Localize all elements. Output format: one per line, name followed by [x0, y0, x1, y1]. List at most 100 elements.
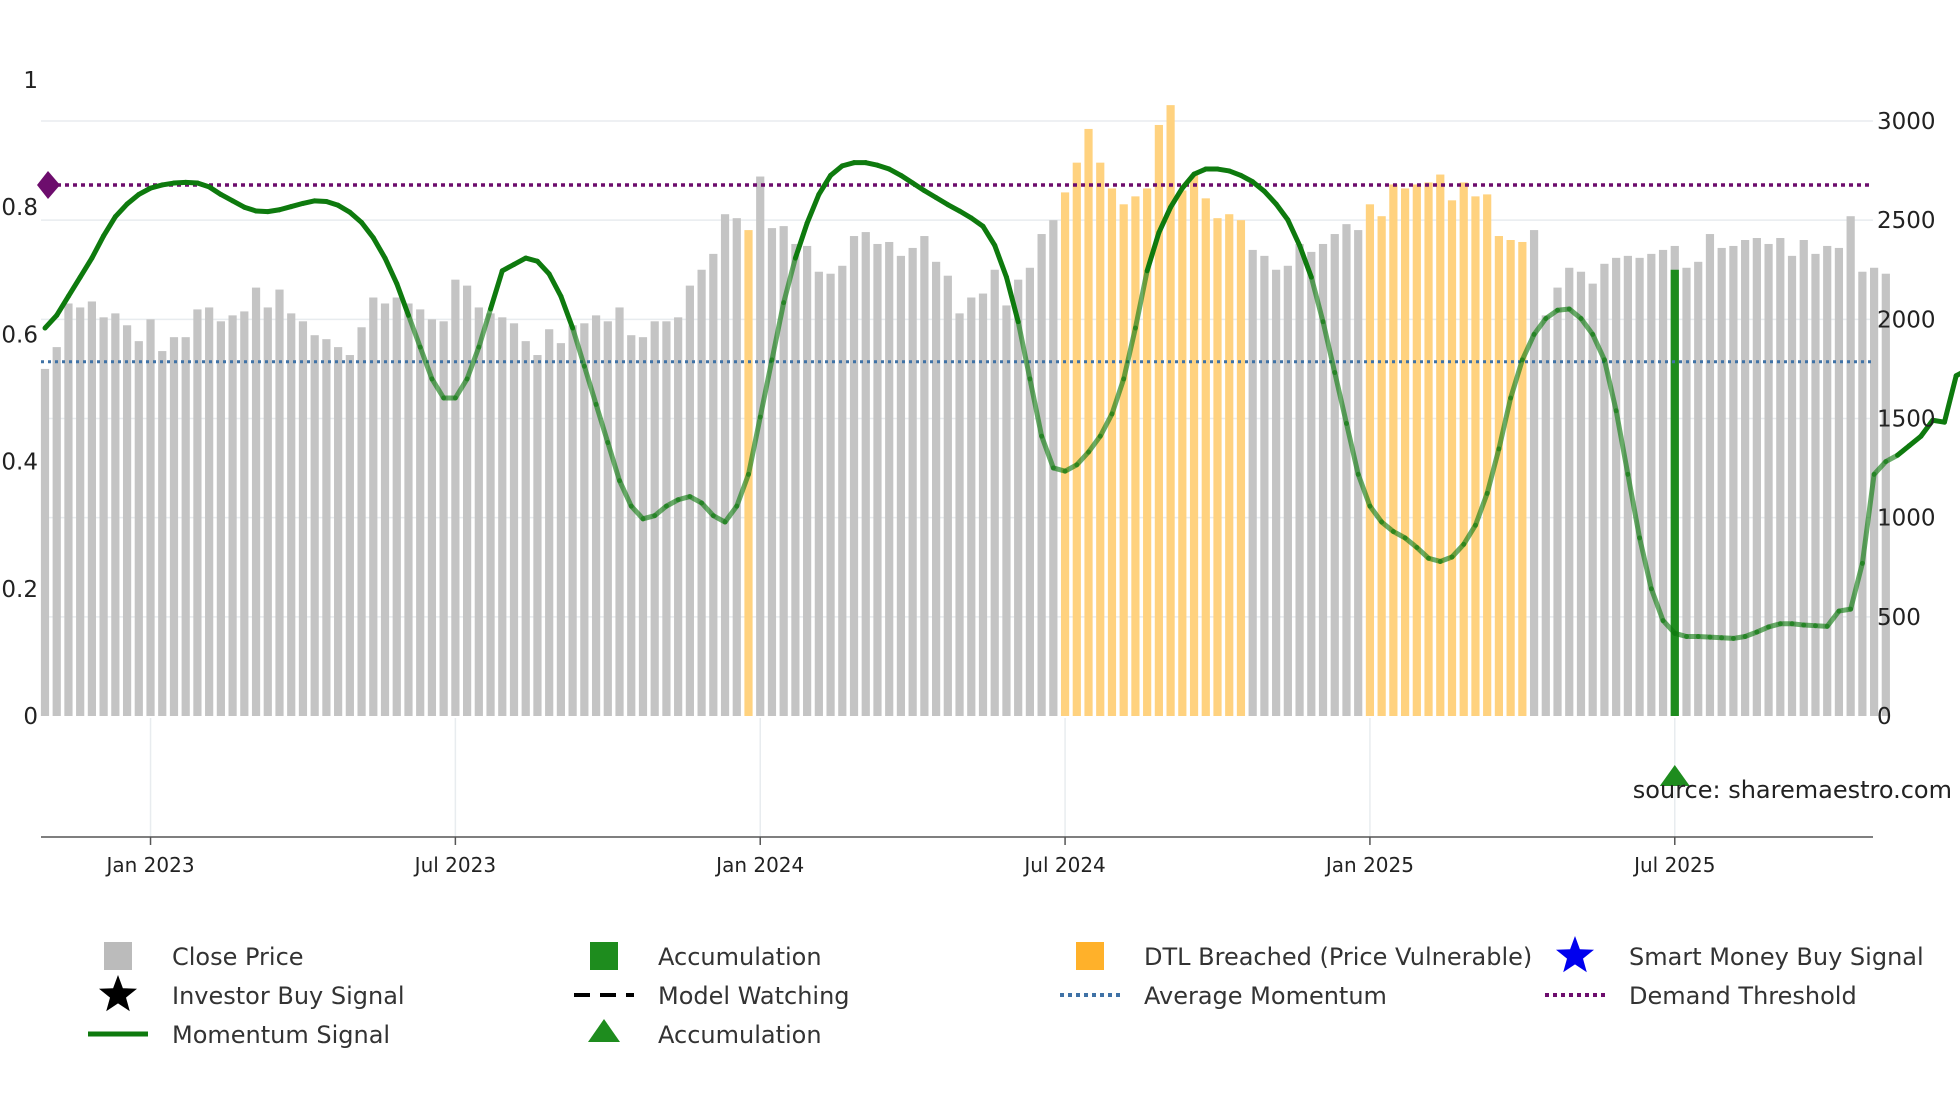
- dtl-bar: [1436, 174, 1445, 717]
- close-price-bar: [908, 247, 917, 716]
- close-price-bar: [474, 307, 483, 716]
- close-price-bar: [861, 232, 870, 717]
- close-price-bar: [486, 313, 495, 716]
- momentum-segment: [347, 209, 365, 225]
- close-price-bar: [205, 307, 214, 716]
- legend-label-close-price: Close Price: [172, 943, 304, 971]
- momentum-segment: [359, 219, 376, 241]
- momentum-segment: [1156, 204, 1174, 236]
- close-price-bar: [509, 323, 519, 716]
- momentum-segment: [42, 312, 60, 331]
- momentum-segment: [1308, 274, 1326, 325]
- legend-label-momentum-signal: Momentum Signal: [172, 1021, 390, 1049]
- x-tick-label: Jul 2025: [1632, 853, 1715, 877]
- close-price-bar: [1600, 263, 1609, 716]
- momentum-segment: [1297, 242, 1314, 280]
- momentum-segment: [1320, 319, 1338, 376]
- close-price-bar: [76, 307, 85, 716]
- close-price-bar: [896, 255, 906, 716]
- close-price-bar: [1694, 261, 1703, 716]
- legend-label-investor-buy-signal: Investor Buy Signal: [172, 982, 405, 1010]
- momentum-segment: [581, 363, 599, 407]
- momentum-segment: [65, 274, 83, 299]
- momentum-segment: [370, 235, 388, 261]
- right-tick-label: 2500: [1877, 208, 1936, 234]
- close-price-bar: [767, 228, 777, 716]
- momentum-segment: [1859, 471, 1877, 566]
- momentum-segment: [746, 414, 763, 477]
- momentum-segment: [570, 325, 587, 369]
- momentum-segment: [1578, 316, 1596, 337]
- close-price-bar: [99, 317, 108, 716]
- close-price-bar: [181, 337, 190, 716]
- close-price-bar: [52, 347, 61, 716]
- legend-label-average-momentum: Average Momentum: [1144, 982, 1387, 1010]
- momentum-segment: [1461, 522, 1478, 547]
- momentum-segment: [1895, 443, 1912, 458]
- momentum-segment: [112, 201, 130, 220]
- signal-lines: [37, 160, 1960, 641]
- momentum-segment: [1285, 217, 1303, 248]
- close-price-bar: [1834, 247, 1844, 716]
- close-price-bar: [1307, 251, 1316, 716]
- momentum-segment: [54, 293, 71, 318]
- momentum-segment: [1496, 395, 1514, 452]
- close-price-bar: [1858, 271, 1867, 716]
- legend-swatch-close-price: [104, 942, 132, 970]
- legend-swatch-accumulation: [590, 942, 618, 970]
- close-price-bar: [1014, 279, 1023, 716]
- momentum-segment: [781, 255, 798, 306]
- right-tick-label: 500: [1877, 605, 1921, 631]
- left-tick-label: 0: [23, 704, 38, 730]
- close-price-bar: [369, 297, 378, 716]
- close-price-bar: [380, 303, 390, 716]
- legend-star-smart-money-buy-signal: [1556, 936, 1594, 973]
- close-price-bar: [1248, 249, 1257, 716]
- close-price-bar: [1776, 238, 1785, 716]
- close-price-bar: [1283, 265, 1292, 716]
- close-price-bar: [146, 319, 155, 716]
- momentum-segment: [1168, 185, 1185, 210]
- close-price-bar: [1658, 249, 1668, 716]
- close-price-bar: [1330, 234, 1339, 717]
- demand-threshold-marker: [37, 170, 60, 199]
- close-price-bar: [463, 285, 472, 716]
- close-price-bar: [169, 337, 179, 716]
- close-price-bar: [732, 218, 741, 716]
- momentum-segment: [1027, 376, 1045, 439]
- close-price-bar: [779, 226, 788, 716]
- left-tick-label: 0.2: [1, 577, 38, 603]
- close-price-bar: [1729, 245, 1738, 716]
- close-price-bar: [943, 275, 952, 716]
- dtl-bar: [1154, 124, 1163, 716]
- momentum-segment: [417, 344, 435, 382]
- close-price-bar: [556, 343, 565, 716]
- right-tick-label: 0: [1877, 704, 1892, 730]
- momentum-segment: [1367, 503, 1385, 525]
- close-price-bar: [720, 214, 730, 716]
- axes: Jan 2023 Jul 2023 Jan 2024 Jul 2024 Jan 2025…: [1, 68, 1935, 877]
- close-price-bar: [638, 337, 648, 716]
- close-price-bar: [791, 243, 800, 716]
- close-price-bar: [674, 317, 683, 716]
- close-price-bar: [1881, 273, 1890, 716]
- accumulation-triangle-marker: [1659, 765, 1690, 786]
- momentum-segment: [816, 172, 834, 197]
- close-price-bar: [1647, 253, 1656, 716]
- close-price-bar: [545, 329, 554, 716]
- close-price-bar: [1588, 283, 1597, 716]
- close-price-bar: [1565, 267, 1574, 716]
- close-price-bar: [627, 335, 636, 716]
- left-tick-label: 0.6: [1, 322, 38, 348]
- momentum-segment: [1003, 274, 1021, 325]
- right-tick-label: 1500: [1877, 407, 1936, 433]
- close-price-bar: [885, 241, 894, 716]
- momentum-segment: [558, 293, 576, 331]
- dtl-bar: [1518, 241, 1527, 716]
- momentum-segment: [1355, 471, 1373, 509]
- close-price-bar: [240, 311, 249, 716]
- legend-label-demand-threshold: Demand Threshold: [1629, 982, 1857, 1010]
- close-price-bar: [662, 321, 671, 716]
- momentum-segment: [1637, 535, 1654, 592]
- legend-triangle-accumulation: [588, 1019, 620, 1042]
